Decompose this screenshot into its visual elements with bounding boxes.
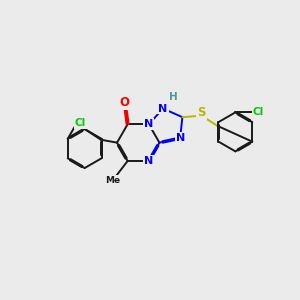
Text: S: S: [197, 106, 206, 118]
Text: Cl: Cl: [75, 118, 86, 128]
Text: Me: Me: [105, 176, 121, 184]
Text: Cl: Cl: [253, 107, 264, 117]
Text: N: N: [176, 133, 185, 143]
Text: H: H: [169, 92, 178, 102]
Text: N: N: [158, 103, 168, 113]
Text: O: O: [120, 96, 130, 109]
Text: N: N: [144, 119, 153, 129]
Text: N: N: [144, 156, 153, 166]
